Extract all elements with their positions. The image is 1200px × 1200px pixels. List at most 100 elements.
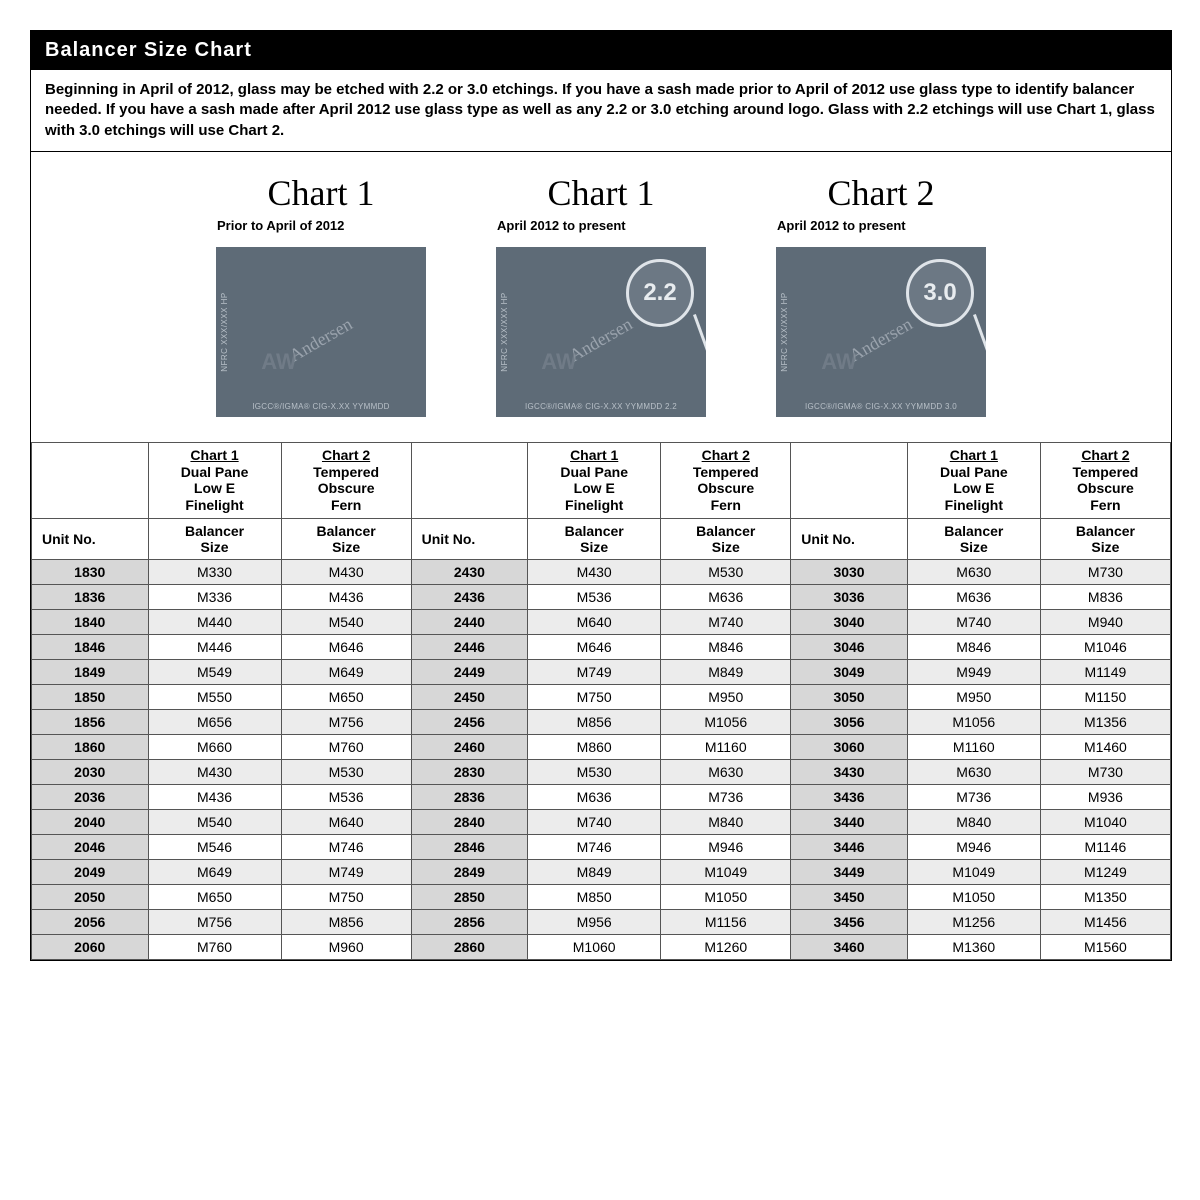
cell-chart2-size: M846 xyxy=(661,634,791,659)
cell-chart2-size: M736 xyxy=(661,784,791,809)
cell-chart2-size: M646 xyxy=(281,634,411,659)
cell-chart1-size: M746 xyxy=(528,834,661,859)
cell-chart2-size: M836 xyxy=(1040,584,1170,609)
cell-chart2-size: M430 xyxy=(281,559,411,584)
cell-chart1-size: M549 xyxy=(148,659,281,684)
balancer-table: Chart 1Dual PaneLow EFinelightChart 2Tem… xyxy=(31,442,1171,960)
table-row: 2040M540M6402840M740M8403440M840M1040 xyxy=(32,809,1171,834)
table-row: 2046M546M7462846M746M9463446M946M1146 xyxy=(32,834,1171,859)
cell-chart1-size: M530 xyxy=(528,759,661,784)
cell-chart1-size: M540 xyxy=(148,809,281,834)
cell-chart2-size: M630 xyxy=(661,759,791,784)
etch-side-text: NFRC XXX/XXX HP xyxy=(500,292,509,372)
cell-chart1-size: M646 xyxy=(528,634,661,659)
cell-chart1-size: M840 xyxy=(907,809,1040,834)
cell-unit-no: 2460 xyxy=(411,734,528,759)
cell-chart2-size: M1056 xyxy=(661,709,791,734)
cell-chart2-size: M650 xyxy=(281,684,411,709)
cell-chart1-size: M550 xyxy=(148,684,281,709)
cell-chart1-size: M630 xyxy=(907,759,1040,784)
cell-chart2-size: M530 xyxy=(661,559,791,584)
cell-unit-no: 2456 xyxy=(411,709,528,734)
cell-unit-no: 2049 xyxy=(32,859,149,884)
header-blank xyxy=(32,442,149,518)
cell-chart1-size: M850 xyxy=(528,884,661,909)
header-chart2: Chart 2TemperedObscureFern xyxy=(1040,442,1170,518)
cell-unit-no: 2036 xyxy=(32,784,149,809)
cell-chart2-size: M730 xyxy=(1040,559,1170,584)
cell-chart2-size: M1040 xyxy=(1040,809,1170,834)
etch-aw-text: AW xyxy=(541,349,576,375)
header-balancer-size: BalancerSize xyxy=(907,518,1040,559)
sample-2: Chart 2April 2012 to presentNFRC XXX/XXX… xyxy=(771,172,991,417)
cell-unit-no: 1846 xyxy=(32,634,149,659)
cell-chart1-size: M636 xyxy=(907,584,1040,609)
cell-chart2-size: M730 xyxy=(1040,759,1170,784)
cell-chart2-size: M536 xyxy=(281,784,411,809)
sample-subtitle: April 2012 to present xyxy=(491,218,711,233)
cell-unit-no: 2046 xyxy=(32,834,149,859)
header-unit-no: Unit No. xyxy=(791,518,908,559)
cell-unit-no: 3446 xyxy=(791,834,908,859)
intro-text: Beginning in April of 2012, glass may be… xyxy=(31,70,1171,152)
cell-unit-no: 2430 xyxy=(411,559,528,584)
header-blank xyxy=(411,442,528,518)
cell-chart1-size: M750 xyxy=(528,684,661,709)
cell-unit-no: 1849 xyxy=(32,659,149,684)
cell-chart1-size: M1160 xyxy=(907,734,1040,759)
cell-unit-no: 2450 xyxy=(411,684,528,709)
cell-chart1-size: M640 xyxy=(528,609,661,634)
header-chart1: Chart 1Dual PaneLow EFinelight xyxy=(148,442,281,518)
sample-title: Chart 1 xyxy=(491,172,711,214)
cell-chart1-size: M956 xyxy=(528,909,661,934)
cell-chart2-size: M840 xyxy=(661,809,791,834)
cell-chart2-size: M649 xyxy=(281,659,411,684)
header-chart2: Chart 2TemperedObscureFern xyxy=(281,442,411,518)
table-row: 1849M549M6492449M749M8493049M949M1149 xyxy=(32,659,1171,684)
cell-unit-no: 3436 xyxy=(791,784,908,809)
header-balancer-size: BalancerSize xyxy=(661,518,791,559)
cell-chart2-size: M1046 xyxy=(1040,634,1170,659)
cell-chart2-size: M936 xyxy=(1040,784,1170,809)
cell-chart1-size: M546 xyxy=(148,834,281,859)
cell-chart1-size: M436 xyxy=(148,784,281,809)
cell-unit-no: 2849 xyxy=(411,859,528,884)
etch-side-text: NFRC XXX/XXX HP xyxy=(220,292,229,372)
cell-chart1-size: M740 xyxy=(528,809,661,834)
sample-row: Chart 1Prior to April of 2012NFRC XXX/XX… xyxy=(31,152,1171,442)
cell-chart1-size: M330 xyxy=(148,559,281,584)
cell-unit-no: 3050 xyxy=(791,684,908,709)
cell-chart2-size: M1260 xyxy=(661,934,791,959)
cell-unit-no: 2056 xyxy=(32,909,149,934)
cell-chart1-size: M1060 xyxy=(528,934,661,959)
cell-chart2-size: M436 xyxy=(281,584,411,609)
cell-chart1-size: M1050 xyxy=(907,884,1040,909)
cell-unit-no: 3056 xyxy=(791,709,908,734)
cell-chart2-size: M636 xyxy=(661,584,791,609)
cell-unit-no: 3040 xyxy=(791,609,908,634)
cell-unit-no: 2050 xyxy=(32,884,149,909)
cell-chart1-size: M946 xyxy=(907,834,1040,859)
cell-chart2-size: M530 xyxy=(281,759,411,784)
sample-title: Chart 1 xyxy=(211,172,431,214)
magnifier-badge: 3.0 xyxy=(906,259,974,327)
cell-chart1-size: M650 xyxy=(148,884,281,909)
sample-title: Chart 2 xyxy=(771,172,991,214)
cell-chart1-size: M430 xyxy=(148,759,281,784)
etch-bottom-text: IGCC®/IGMA® CIG-X.XX YYMMDD 3.0 xyxy=(776,402,986,411)
cell-unit-no: 1856 xyxy=(32,709,149,734)
cell-chart2-size: M750 xyxy=(281,884,411,909)
etch-side-text: NFRC XXX/XXX HP xyxy=(780,292,789,372)
cell-chart2-size: M756 xyxy=(281,709,411,734)
table-row: 1856M656M7562456M856M10563056M1056M1356 xyxy=(32,709,1171,734)
cell-chart1-size: M1049 xyxy=(907,859,1040,884)
cell-chart1-size: M860 xyxy=(528,734,661,759)
cell-unit-no: 3460 xyxy=(791,934,908,959)
cell-unit-no: 2860 xyxy=(411,934,528,959)
cell-unit-no: 2446 xyxy=(411,634,528,659)
cell-unit-no: 2440 xyxy=(411,609,528,634)
cell-unit-no: 2840 xyxy=(411,809,528,834)
cell-chart1-size: M736 xyxy=(907,784,1040,809)
table-row: 1860M660M7602460M860M11603060M1160M1460 xyxy=(32,734,1171,759)
cell-chart2-size: M1350 xyxy=(1040,884,1170,909)
